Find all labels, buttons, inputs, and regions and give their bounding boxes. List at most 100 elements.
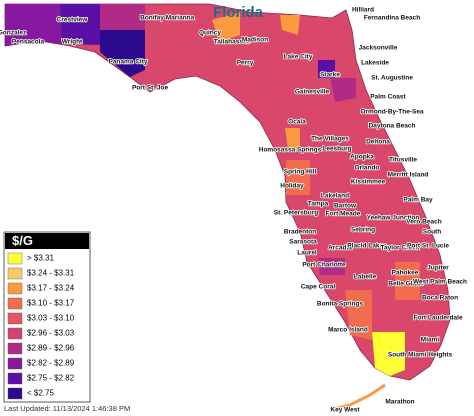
city-label: Port Charlotte [302, 262, 346, 269]
region-orange-north [212, 12, 240, 42]
city-label: Apopka [350, 154, 374, 161]
city-label: Vero Beach [406, 219, 441, 226]
region-lakeside [318, 60, 335, 78]
city-label: Bonifay [140, 15, 164, 22]
region-charlotte [318, 258, 345, 275]
region-orange-sw [345, 290, 372, 340]
city-label: Cape Coral [301, 284, 336, 291]
city-label: Perry [237, 60, 254, 67]
city-label: Starke [320, 72, 340, 79]
map-title: Florida [213, 4, 264, 21]
city-label: Laurel [297, 250, 317, 257]
city-label: South Miami Heights [388, 352, 453, 359]
last-updated: Last Updated: 11/13/2024 1:46:38 PM [4, 404, 130, 413]
legend-label: $2.82 - $2.89 [27, 359, 75, 368]
city-label: The Villages [311, 136, 349, 143]
legend-label: $3.17 - $3.24 [27, 284, 75, 293]
city-label: Bonita Springs [317, 301, 364, 308]
legend-swatch [7, 252, 23, 265]
legend-swatch [7, 357, 23, 370]
legend-label: $3.03 - $3.10 [27, 314, 75, 323]
region-purple-west [5, 4, 62, 46]
region-orange-east [395, 262, 420, 300]
region-magenta-panhandle [100, 4, 145, 30]
city-label: Merritt Island [388, 172, 429, 179]
city-label: Palm Coast [370, 94, 406, 101]
legend-swatch [7, 297, 23, 310]
legend-label: $2.89 - $2.96 [27, 344, 75, 353]
city-label: Lakeside [361, 60, 389, 67]
city-label: Belle Glade [388, 281, 424, 288]
region-orange-mid [285, 128, 300, 150]
city-label: Madison [242, 37, 268, 44]
city-label: Marco Island [328, 327, 368, 334]
legend-label: $2.96 - $3.03 [27, 329, 75, 338]
legend-header [5, 233, 89, 249]
city-label: Miami [421, 337, 440, 344]
city-label: St. Petersburg [274, 210, 318, 217]
city-label: Crestview [57, 17, 89, 24]
legend-swatch [7, 267, 23, 280]
city-label: Gainesville [295, 89, 330, 96]
city-label: Placid Lakes [347, 243, 387, 250]
city-label: Fort Meade [326, 211, 361, 218]
city-label: Fort Lauderdale [413, 315, 463, 322]
city-label: Bradenton [284, 229, 317, 236]
city-label: Port St. Lucie [407, 243, 449, 250]
city-label: Pahokee [392, 270, 419, 277]
city-label: Sarasota [289, 239, 317, 246]
city-label: Key West [330, 407, 360, 414]
legend: $/G > $3.31 $3.24 - $3.31 $3.17 - $3.24 $3.… [3, 231, 91, 403]
city-label: Yeehaw Junction [367, 215, 420, 222]
city-label: Ormond-By-The-Sea [360, 109, 424, 116]
legend-swatch [7, 387, 23, 400]
region-orange-ne [280, 15, 300, 35]
state-shape [4, 3, 451, 412]
city-label: Lakeland [321, 193, 349, 200]
city-label: Sebring [351, 227, 375, 234]
region-panama [100, 30, 145, 77]
city-label: Panama City [108, 59, 147, 66]
city-label: Wright [62, 39, 83, 46]
legend-label: $3.24 - $3.31 [27, 269, 75, 278]
city-label: Boca Raton [422, 295, 458, 302]
city-label: Titusville [389, 157, 417, 164]
legend-label: $3.10 - $3.17 [27, 299, 75, 308]
city-label: West Palm Beach [413, 279, 467, 286]
city-label: Tampa [308, 201, 329, 208]
city-label: Pensacola [12, 39, 45, 46]
city-label: Kissimmee [351, 179, 386, 186]
legend-label: < $2.75 [27, 389, 54, 398]
legend-label: > $3.31 [27, 254, 54, 263]
city-label: Port St. Joe [132, 85, 169, 92]
legend-swatch [7, 342, 23, 355]
city-label: Homosassa Springs [259, 147, 322, 154]
city-label: Bartow [334, 203, 357, 210]
legend-swatch [7, 372, 23, 385]
city-label: Jupiter [427, 265, 449, 272]
city-label: Gonzalez [0, 30, 27, 37]
city-label: Marianna [166, 15, 195, 22]
city-label: Leesburg [322, 146, 351, 153]
legend-swatch [7, 312, 23, 325]
city-label: Hilliard [352, 7, 374, 14]
region-gainesville [330, 78, 356, 102]
city-label: Daytona Beach [369, 123, 416, 130]
city-label: Orlando [355, 165, 380, 172]
city-label: Tallahassee [214, 39, 251, 46]
legend-swatch [7, 327, 23, 340]
city-label: Labelle [354, 274, 377, 281]
region-purple-crest [60, 4, 100, 45]
region-yellow-miami [372, 332, 405, 376]
city-label: Deltona [366, 139, 390, 146]
keys [329, 383, 386, 412]
city-label: Quincy [199, 30, 221, 37]
city-label: Lake City [284, 54, 313, 61]
city-label: Spring Hill [284, 169, 317, 176]
legend-label: $2.75 - $2.82 [27, 374, 75, 383]
city-label: Ocala [288, 119, 306, 126]
city-label: Holiday [280, 183, 304, 190]
city-label: Marathon [385, 399, 414, 406]
city-label: Arcadia [328, 245, 352, 252]
